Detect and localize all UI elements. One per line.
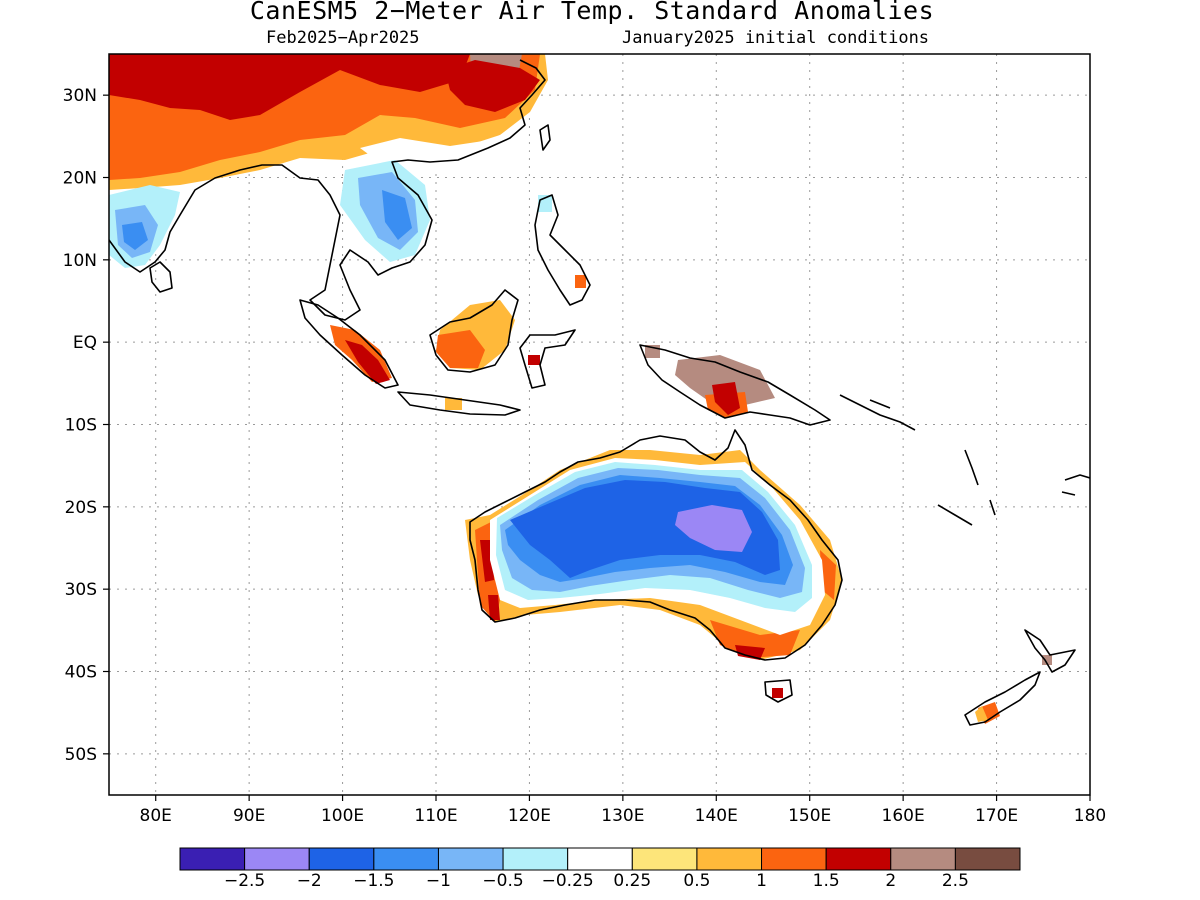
asia-coastline [109, 59, 546, 321]
lat-tick-label: 10S [65, 416, 97, 436]
new-caledonia [937, 504, 973, 526]
lon-tick-label: 90E [233, 806, 265, 826]
australia-coast [469, 429, 843, 661]
colorbar-label: 1 [756, 871, 767, 891]
lon-tick-label: 140E [695, 806, 738, 826]
nz-south-coast [964, 671, 1041, 726]
colorbar-swatch [954, 847, 1021, 871]
forecast-period: Feb2025−Apr2025 [266, 28, 420, 48]
lon-tick-label: 170E [975, 806, 1018, 826]
newguinea-brown [675, 355, 775, 405]
longitude-labels: 80E 90E 100E 110E 120E 130E 140E 150E 160E 170E 18… [140, 795, 1106, 826]
colorbar-label: −0.5 [482, 871, 523, 891]
lon-tick-label: 100E [321, 806, 364, 826]
colorbar-label: 0.25 [613, 871, 651, 891]
solomon-islands [839, 394, 916, 431]
borneo-orange [436, 330, 485, 368]
colorbar-label: −2 [297, 871, 322, 891]
australia-purple-core [675, 505, 752, 552]
taiwan-coast [539, 124, 551, 151]
nz-warm [975, 706, 988, 722]
fiji [1061, 474, 1090, 496]
indochina-cool-core [382, 190, 412, 240]
lon-tick-label: 80E [140, 806, 172, 826]
lon-tick-label: 120E [508, 806, 551, 826]
colorbar-swatch [761, 847, 827, 871]
coastlines [109, 59, 1090, 726]
anomaly-fields [109, 54, 1052, 724]
colorbar-swatch [567, 847, 633, 871]
colorbar-label: 0.5 [683, 871, 710, 891]
sulawesi-coast [519, 329, 576, 389]
colorbar-label: −0.25 [542, 871, 594, 891]
tasmania-coast [764, 679, 793, 703]
australia-red-edge [480, 540, 765, 660]
colorbar-swatch [631, 847, 698, 871]
lat-tick-label: EQ [73, 333, 97, 353]
java-coast [397, 391, 521, 416]
colorbar-swatch [373, 847, 439, 871]
map-title: CanESM5 2−Meter Air Temp. Standard Anoma… [249, 0, 935, 25]
colorbar-swatch [825, 847, 892, 871]
sea-white-band [360, 125, 530, 170]
asia-darkred-core [109, 54, 470, 120]
tasmania-red [772, 688, 783, 698]
colorbar-swatch [437, 847, 504, 871]
lon-tick-label: 110E [414, 806, 457, 826]
initial-conditions: January2025 initial conditions [622, 28, 930, 48]
grid-lines [109, 54, 1090, 795]
china-red-core [445, 60, 540, 112]
india-cool-core [122, 222, 148, 250]
colorbar-swatch [244, 847, 310, 871]
lon-tick-label: 160E [882, 806, 925, 826]
colorbar-label: 1.5 [813, 871, 840, 891]
colorbar-swatch [696, 847, 763, 871]
colorbar-label: −1 [426, 871, 451, 891]
australia-deep-blue [510, 480, 780, 578]
nz-north-coast [1024, 629, 1076, 673]
colorbar-label: −1.5 [353, 871, 394, 891]
philippines-warm [575, 275, 586, 288]
lon-tick-label: 180 [1074, 806, 1106, 826]
java-warm [445, 398, 462, 410]
lat-tick-label: 40S [65, 663, 97, 683]
borneo-coast [429, 289, 519, 373]
colorbar-label: 2 [885, 871, 896, 891]
newguinea-red [712, 382, 740, 415]
colorbar-label: −2.5 [224, 871, 265, 891]
sumatra-coast [299, 299, 399, 389]
colorbar-swatch [179, 847, 246, 871]
lat-tick-label: 30N [63, 86, 97, 106]
sumatra-red [345, 340, 390, 384]
lat-tick-label: 10N [63, 251, 97, 271]
sulawesi-red [528, 355, 540, 365]
colorbar: −2.5 −2 −1.5 −1 −0.5 −0.25 0.25 0.5 1 1.5 2 2.5 [179, 847, 1021, 891]
colorbar-swatch [502, 847, 569, 871]
lat-tick-label: 20N [63, 169, 97, 189]
nz-brown [1042, 655, 1052, 665]
lon-tick-label: 150E [788, 806, 831, 826]
lat-tick-label: 20S [65, 498, 97, 518]
philippines-coast [534, 194, 591, 306]
lat-tick-label: 30S [65, 580, 97, 600]
vanuatu [964, 449, 996, 516]
colorbar-swatch [308, 847, 375, 871]
colorbar-swatch [890, 847, 956, 871]
latitude-labels: 30N 20N 10N EQ 10S 20S 30S 40S 50S [63, 86, 109, 765]
colorbar-label: 2.5 [942, 871, 969, 891]
lat-tick-label: 50S [65, 745, 97, 765]
lon-tick-label: 130E [601, 806, 644, 826]
newguinea-coast [639, 344, 831, 426]
sri-lanka [149, 261, 173, 293]
